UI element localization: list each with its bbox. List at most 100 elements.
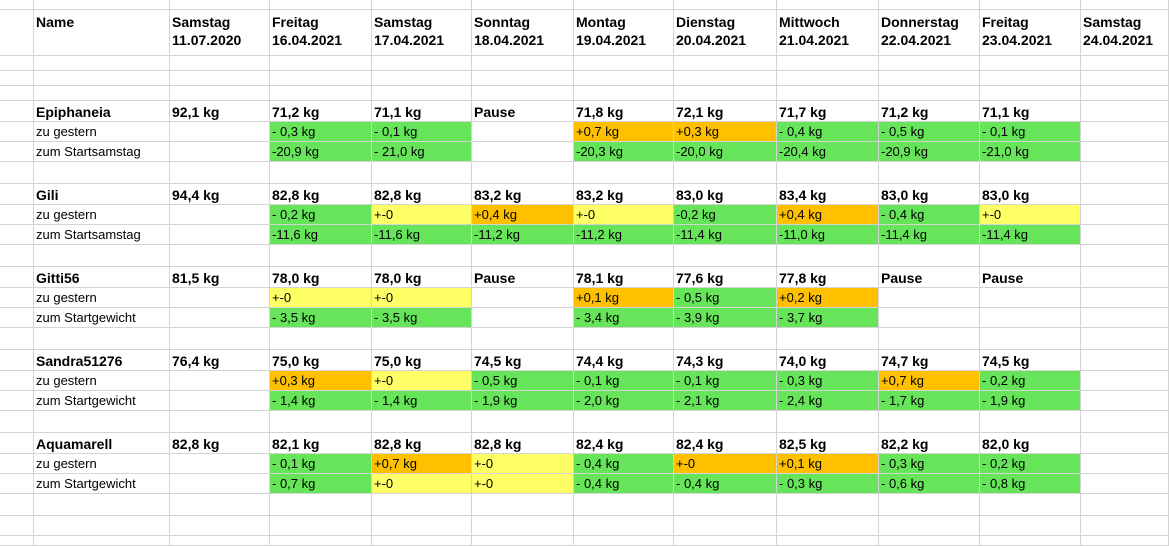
cell[interactable]	[674, 0, 777, 10]
weight-cell[interactable]: 82,8 kg	[170, 433, 270, 454]
row-gutter-cell[interactable]	[0, 391, 34, 411]
cell[interactable]	[777, 536, 879, 546]
delta-cell[interactable]: - 3,5 kg	[372, 308, 472, 328]
delta-cell[interactable]	[1081, 391, 1169, 411]
delta-cell[interactable]	[472, 288, 574, 308]
delta-cell[interactable]	[1081, 205, 1169, 225]
weight-cell[interactable]: 83,0 kg	[879, 184, 980, 205]
row-gutter-cell[interactable]	[0, 142, 34, 162]
delta-cell[interactable]: -11,4 kg	[879, 225, 980, 245]
cell[interactable]	[674, 86, 777, 101]
cell[interactable]	[34, 162, 170, 184]
delta-cell[interactable]	[170, 308, 270, 328]
delta-cell[interactable]: -20,0 kg	[674, 142, 777, 162]
delta-cell[interactable]: +0,7 kg	[574, 122, 674, 142]
delta-cell[interactable]	[879, 288, 980, 308]
cell[interactable]	[270, 162, 372, 184]
cell[interactable]	[270, 86, 372, 101]
header-cell[interactable]: Freitag 16.04.2021	[270, 10, 372, 56]
cell[interactable]	[574, 245, 674, 267]
cell[interactable]	[574, 56, 674, 71]
cell[interactable]	[674, 516, 777, 536]
delta-cell[interactable]	[170, 122, 270, 142]
delta-cell[interactable]: - 0,1 kg	[270, 454, 372, 474]
cell[interactable]	[879, 56, 980, 71]
person-name[interactable]: Gitti56	[34, 267, 170, 288]
delta-cell[interactable]	[1081, 142, 1169, 162]
delta-cell[interactable]: - 0,3 kg	[879, 454, 980, 474]
delta-cell[interactable]: - 0,2 kg	[980, 454, 1081, 474]
cell[interactable]	[980, 71, 1081, 86]
cell[interactable]	[1081, 71, 1169, 86]
cell[interactable]	[980, 162, 1081, 184]
cell[interactable]	[777, 0, 879, 10]
weight-cell[interactable]: 75,0 kg	[270, 350, 372, 371]
cell[interactable]	[472, 328, 574, 350]
weight-cell[interactable]	[1081, 267, 1169, 288]
cell[interactable]	[1081, 162, 1169, 184]
row-gutter-cell[interactable]	[0, 350, 34, 371]
weight-cell[interactable]: 74,3 kg	[674, 350, 777, 371]
cell[interactable]	[1081, 411, 1169, 433]
weight-cell[interactable]: 78,0 kg	[372, 267, 472, 288]
cell[interactable]	[372, 162, 472, 184]
cell[interactable]	[170, 516, 270, 536]
delta-cell[interactable]: -11,4 kg	[980, 225, 1081, 245]
row-label[interactable]: zu gestern	[34, 122, 170, 142]
cell[interactable]	[372, 328, 472, 350]
delta-cell[interactable]: +-0	[674, 454, 777, 474]
delta-cell[interactable]	[170, 474, 270, 494]
row-gutter-cell[interactable]	[0, 10, 34, 56]
header-cell[interactable]: Freitag 23.04.2021	[980, 10, 1081, 56]
cell[interactable]	[980, 536, 1081, 546]
cell[interactable]	[674, 328, 777, 350]
cell[interactable]	[1081, 56, 1169, 71]
cell[interactable]	[1081, 328, 1169, 350]
cell[interactable]	[574, 71, 674, 86]
delta-cell[interactable]: - 0,4 kg	[574, 454, 674, 474]
cell[interactable]	[34, 71, 170, 86]
cell[interactable]	[270, 71, 372, 86]
weight-cell[interactable]: Pause	[472, 101, 574, 122]
delta-cell[interactable]	[472, 122, 574, 142]
cell[interactable]	[372, 494, 472, 516]
delta-cell[interactable]: +0,4 kg	[472, 205, 574, 225]
delta-cell[interactable]: -20,9 kg	[879, 142, 980, 162]
delta-cell[interactable]: +0,2 kg	[777, 288, 879, 308]
cell[interactable]	[372, 56, 472, 71]
delta-cell[interactable]: -11,2 kg	[472, 225, 574, 245]
cell[interactable]	[0, 245, 34, 267]
delta-cell[interactable]: - 0,3 kg	[777, 371, 879, 391]
cell[interactable]	[170, 411, 270, 433]
delta-cell[interactable]: - 0,1 kg	[574, 371, 674, 391]
cell[interactable]	[879, 411, 980, 433]
delta-cell[interactable]: +-0	[574, 205, 674, 225]
cell[interactable]	[34, 56, 170, 71]
row-gutter-cell[interactable]	[0, 267, 34, 288]
cell[interactable]	[1081, 0, 1169, 10]
cell[interactable]	[674, 56, 777, 71]
delta-cell[interactable]: - 3,9 kg	[674, 308, 777, 328]
cell[interactable]	[270, 536, 372, 546]
weight-cell[interactable]: 75,0 kg	[372, 350, 472, 371]
delta-cell[interactable]: +-0	[372, 371, 472, 391]
cell[interactable]	[270, 411, 372, 433]
weight-cell[interactable]	[1081, 184, 1169, 205]
cell[interactable]	[34, 0, 170, 10]
weight-cell[interactable]: 74,5 kg	[472, 350, 574, 371]
delta-cell[interactable]: +-0	[472, 454, 574, 474]
delta-cell[interactable]: - 0,2 kg	[980, 371, 1081, 391]
cell[interactable]	[34, 328, 170, 350]
weight-cell[interactable]	[1081, 101, 1169, 122]
cell[interactable]	[777, 328, 879, 350]
cell[interactable]	[0, 0, 34, 10]
delta-cell[interactable]	[980, 308, 1081, 328]
cell[interactable]	[472, 536, 574, 546]
cell[interactable]	[0, 516, 34, 536]
weight-cell[interactable]: 71,1 kg	[372, 101, 472, 122]
weight-cell[interactable]: 82,8 kg	[372, 433, 472, 454]
row-label[interactable]: zum Startsamstag	[34, 225, 170, 245]
cell[interactable]	[170, 0, 270, 10]
delta-cell[interactable]: - 0,5 kg	[472, 371, 574, 391]
weight-cell[interactable]: 82,1 kg	[270, 433, 372, 454]
